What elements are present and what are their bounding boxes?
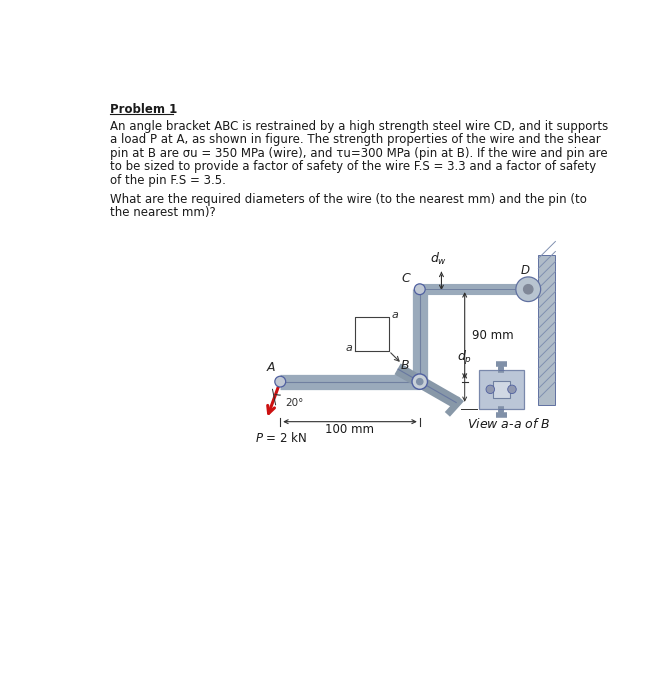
Text: B: B	[401, 360, 410, 372]
Text: of the pin F.S = 3.5.: of the pin F.S = 3.5.	[110, 174, 225, 187]
Text: Problem 1: Problem 1	[110, 103, 177, 116]
Text: to be sized to provide a factor of safety of the wire F.S = 3.3 and a factor of : to be sized to provide a factor of safet…	[110, 160, 596, 174]
Text: $d_p$: $d_p$	[457, 349, 472, 367]
Text: 100 mm: 100 mm	[325, 423, 375, 436]
Circle shape	[412, 374, 428, 390]
Text: 90 mm: 90 mm	[473, 329, 514, 342]
Text: $P$ = 2 kN: $P$ = 2 kN	[255, 431, 307, 445]
Text: a: a	[345, 343, 352, 353]
Circle shape	[275, 376, 286, 387]
Bar	[492, 381, 510, 398]
Bar	[479, 370, 524, 408]
Circle shape	[508, 385, 516, 394]
Text: C: C	[401, 272, 410, 284]
Text: 20°: 20°	[285, 398, 303, 408]
Text: An angle bracket ABC is restrained by a high strength steel wire CD, and it supp: An angle bracket ABC is restrained by a …	[110, 120, 608, 133]
Text: What are the required diameters of the wire (to the nearest mm) and the pin (to: What are the required diameters of the w…	[110, 193, 586, 206]
Circle shape	[416, 378, 423, 385]
Circle shape	[486, 385, 494, 394]
Circle shape	[524, 284, 533, 294]
Text: the nearest mm)?: the nearest mm)?	[110, 206, 215, 220]
Circle shape	[414, 284, 425, 295]
Text: pin at B are σu = 350 MPa (wire), and τu=300 MPa (pin at B). If the wire and pin: pin at B are σu = 350 MPa (wire), and τu…	[110, 147, 607, 160]
Text: $d_w$: $d_w$	[430, 251, 447, 267]
Text: a: a	[391, 310, 398, 321]
Text: a load P at A, as shown in figure. The strength properties of the wire and the s: a load P at A, as shown in figure. The s…	[110, 133, 600, 146]
Text: View $a$-$a$ of $B$: View $a$-$a$ of $B$	[467, 417, 551, 431]
Circle shape	[516, 277, 541, 302]
Text: A: A	[266, 361, 275, 374]
Text: D: D	[520, 264, 529, 277]
Bar	[538, 254, 555, 405]
